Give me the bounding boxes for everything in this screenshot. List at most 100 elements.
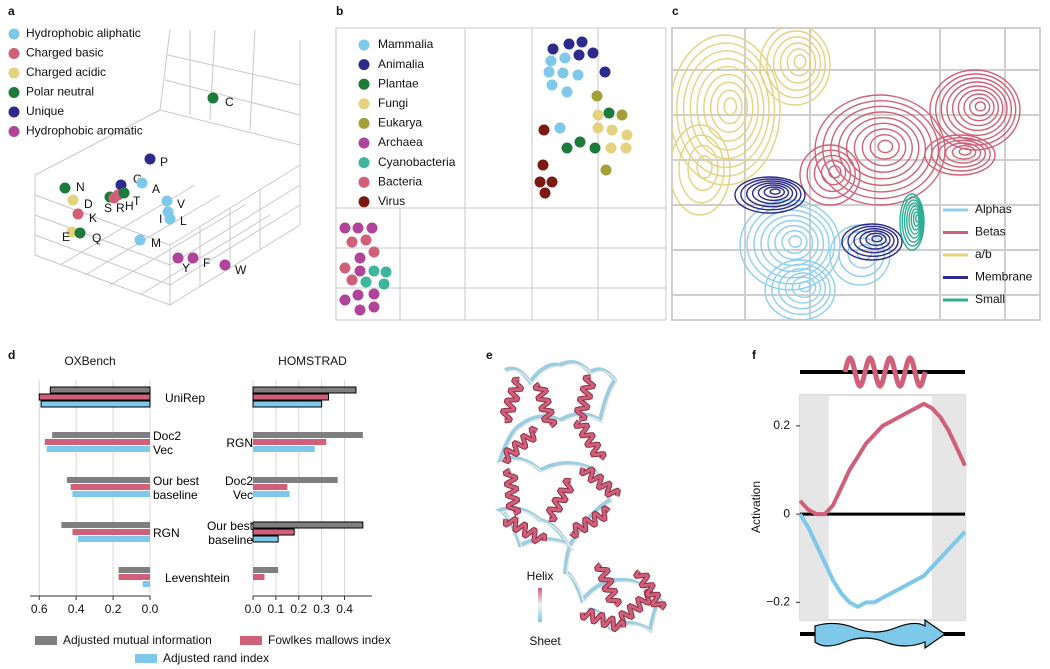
point xyxy=(545,55,557,67)
contour xyxy=(739,199,841,291)
point xyxy=(587,47,599,59)
chart-title: HOMSTRAD xyxy=(278,354,347,368)
point xyxy=(161,195,173,207)
legend-marker xyxy=(35,636,57,645)
contour xyxy=(678,134,725,204)
contour xyxy=(753,209,830,279)
helix-sheet-scale xyxy=(538,588,542,622)
bar xyxy=(118,574,150,580)
contour xyxy=(814,94,946,206)
legend-label: Small xyxy=(975,292,1005,306)
contour xyxy=(951,144,977,160)
point xyxy=(620,142,632,154)
legend-label: Archaea xyxy=(378,135,423,149)
point-label: K xyxy=(89,211,97,225)
bar xyxy=(253,574,265,580)
contour xyxy=(746,204,836,285)
helix xyxy=(533,382,557,428)
point xyxy=(592,122,604,134)
line xyxy=(798,513,967,609)
point-label: F xyxy=(203,256,210,270)
bar xyxy=(252,521,364,529)
x-tick-label: 0.3 xyxy=(313,602,330,616)
bar xyxy=(44,439,151,445)
x-tick-label: 0.2 xyxy=(105,602,122,616)
contour xyxy=(766,30,826,99)
legend-marker xyxy=(8,87,20,98)
bar xyxy=(253,477,338,483)
x-tick-label: 0.6 xyxy=(31,602,48,616)
contour xyxy=(771,263,831,316)
bar xyxy=(61,522,151,528)
point xyxy=(557,67,569,79)
legend-marker xyxy=(358,137,370,149)
point xyxy=(561,86,573,98)
panel-b-grid xyxy=(335,27,667,321)
point-label: M xyxy=(151,236,161,250)
panel-label: a xyxy=(8,4,15,18)
legend-label: Mammalia xyxy=(378,37,434,51)
helix xyxy=(634,569,666,611)
point xyxy=(360,276,372,288)
point-label: P xyxy=(160,155,168,169)
chart-title: OXBench xyxy=(64,354,115,368)
legend-marker xyxy=(8,126,20,137)
helix xyxy=(503,468,521,516)
point xyxy=(380,266,392,278)
contour xyxy=(709,81,749,134)
panel-label: d xyxy=(8,348,15,362)
legend-marker xyxy=(358,39,370,51)
category-label: RGN xyxy=(153,526,180,540)
contour xyxy=(689,57,765,160)
legend-label: Adjusted mutual information xyxy=(63,633,212,647)
bar xyxy=(52,432,150,438)
contour xyxy=(974,101,987,112)
legend-marker xyxy=(358,157,370,169)
point xyxy=(354,252,366,264)
x-tick-label: 0.1 xyxy=(268,602,285,616)
contour xyxy=(847,225,899,258)
legend-marker xyxy=(8,28,20,40)
point xyxy=(603,107,615,119)
y-tick-label: 0.2 xyxy=(773,418,790,432)
point xyxy=(352,289,364,301)
panel-label: e xyxy=(486,348,493,362)
bar xyxy=(253,439,327,445)
bar xyxy=(253,484,288,490)
bar xyxy=(253,491,290,497)
point xyxy=(543,66,555,78)
legend-marker xyxy=(358,176,370,188)
bar xyxy=(49,386,151,394)
contour xyxy=(723,97,738,116)
point xyxy=(72,208,84,220)
point xyxy=(605,142,617,154)
legend-label: Virus xyxy=(378,194,405,208)
helix xyxy=(502,426,538,464)
point-label: H xyxy=(125,199,134,213)
legend-marker xyxy=(240,636,262,645)
legend-label: Polar neutral xyxy=(26,85,94,99)
contour xyxy=(760,214,825,273)
contour xyxy=(912,211,921,227)
helix xyxy=(546,478,574,522)
contour xyxy=(757,184,790,202)
contours xyxy=(672,28,1021,320)
contour xyxy=(861,128,907,167)
point-label: L xyxy=(180,214,187,228)
point xyxy=(368,265,380,277)
contour xyxy=(828,165,842,179)
point xyxy=(616,109,628,121)
legend-label: Unique xyxy=(26,104,64,118)
contour xyxy=(672,34,781,186)
backbone xyxy=(500,363,664,634)
legend-label: a/b xyxy=(975,247,992,261)
point xyxy=(592,109,604,121)
contour xyxy=(779,42,817,84)
point xyxy=(368,288,380,300)
contour xyxy=(746,180,798,208)
contour xyxy=(774,224,814,261)
contour xyxy=(853,122,913,173)
point xyxy=(360,234,372,246)
